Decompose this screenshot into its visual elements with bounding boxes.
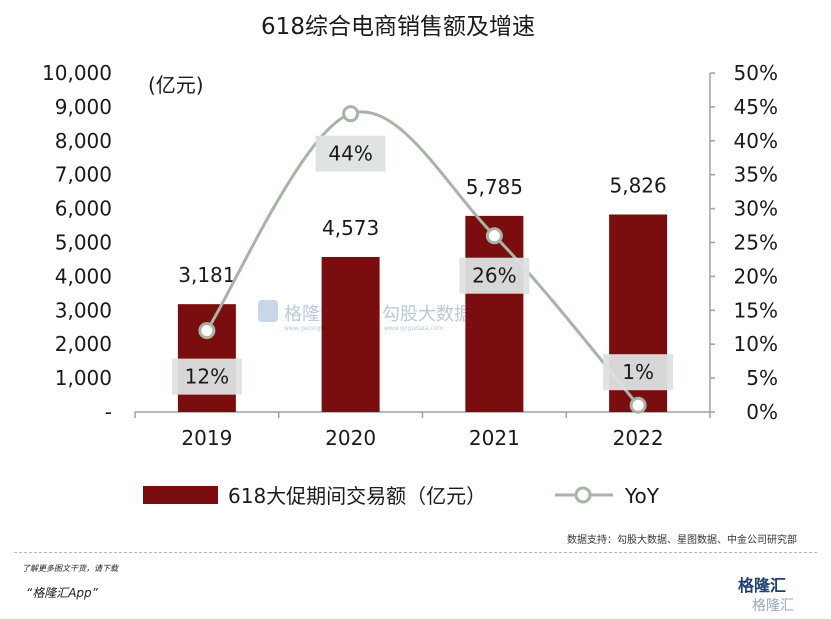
watermark-brand-url: www.gelonghui.com: [284, 325, 345, 332]
left-tick-label: 1,000: [55, 366, 112, 390]
yoy-line: 12% 44% 26% 1%: [171, 105, 674, 414]
left-tick-label: 10,000: [42, 61, 112, 85]
x-tick-label: 2022: [613, 426, 664, 450]
yoy-value-label: 1%: [622, 360, 654, 384]
left-tick-label: 8,000: [55, 129, 112, 153]
right-tick-label: 15%: [734, 298, 778, 322]
yoy-label-box: [459, 257, 530, 294]
right-tick-label: 25%: [734, 231, 778, 255]
bar-value-label: 3,181: [178, 263, 235, 287]
yoy-value-label: 12%: [185, 365, 229, 389]
right-tick-label: 35%: [734, 163, 778, 187]
yoy-value-label: 44%: [328, 142, 372, 166]
x-tick-label: 2021: [469, 426, 520, 450]
bar-value-label: 4,573: [322, 216, 379, 240]
x-tick-label: 2020: [325, 426, 376, 450]
left-tick-label: 3,000: [55, 298, 112, 322]
bar-value-label: 5,785: [466, 175, 523, 199]
right-tick-label: 45%: [734, 95, 778, 119]
left-tick-label: 9,000: [55, 95, 112, 119]
axes: - 1,000 2,000 3,000 4,000 5,000 6,000 7,000 8,00…: [42, 61, 778, 450]
legend-bar-swatch: [143, 486, 218, 504]
right-tick-label: 20%: [734, 264, 778, 288]
footer-logo-small: 格隆汇: [752, 598, 794, 614]
watermark-data-brand: 勾股大数据: [382, 304, 472, 325]
yoy-marker: [485, 227, 503, 245]
right-tick-label: 30%: [734, 197, 778, 221]
yoy-marker: [629, 396, 647, 414]
source-note: 数据支持：勾股大数据、星图数据、中金公司研究部: [567, 533, 797, 546]
chart-title: 618综合电商销售额及增速: [261, 14, 535, 40]
footer-app-name: “格隆汇App”: [26, 586, 98, 600]
yoy-label-box: [171, 358, 242, 395]
left-tick-label: 6,000: [55, 197, 112, 221]
yoy-marker: [342, 105, 360, 123]
legend: 618大促期间交易额（亿元） YoY: [143, 484, 660, 508]
bar-value-label: 5,826: [609, 173, 666, 197]
left-tick-label: -: [105, 400, 112, 424]
footer-download-hint: 了解更多图文干货，请下载: [22, 564, 118, 573]
legend-line-marker: [574, 486, 592, 504]
legend-bar-label: 618大促期间交易额（亿元）: [228, 484, 486, 508]
watermark-logo-icon: [258, 300, 278, 322]
footer-divider: [14, 552, 817, 553]
watermark-data-url: www.gogudata.com: [384, 325, 444, 332]
x-tick-label: 2019: [181, 426, 232, 450]
legend-line-label: YoY: [624, 484, 660, 508]
left-tick-label: 5,000: [55, 231, 112, 255]
yoy-value-label: 26%: [472, 264, 516, 288]
left-tick-label: 2,000: [55, 332, 112, 356]
yoy-line-path: [205, 110, 640, 407]
bar: [177, 304, 236, 412]
yoy-marker: [198, 322, 216, 340]
left-tick-label: 7,000: [55, 163, 112, 187]
right-tick-label: 40%: [734, 129, 778, 153]
footer-logo: 格隆汇: [738, 576, 787, 595]
bar: [321, 256, 380, 412]
left-tick-label: 4,000: [55, 264, 112, 288]
bar: [465, 215, 524, 412]
bars: 3,181 4,573 5,785 5,826: [177, 173, 668, 412]
right-tick-label: 0%: [746, 400, 778, 424]
right-tick-label: 50%: [734, 61, 778, 85]
yoy-label-box: [603, 354, 674, 391]
right-tick-label: 5%: [746, 366, 778, 390]
yoy-label-box: [315, 135, 386, 172]
right-tick-label: 10%: [734, 332, 778, 356]
left-axis-unit: (亿元): [148, 73, 204, 97]
